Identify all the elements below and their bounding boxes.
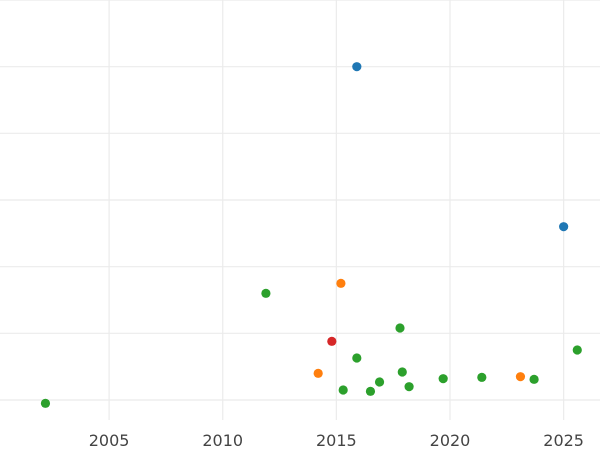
scatter-point xyxy=(529,374,539,384)
scatter-point xyxy=(395,323,405,333)
scatter-point xyxy=(40,398,51,408)
scatter-point xyxy=(327,336,337,346)
x-tick-label: 2020 xyxy=(430,431,471,450)
scatter-point xyxy=(397,367,407,377)
scatter-point xyxy=(477,372,487,382)
scatter-point xyxy=(313,368,323,378)
scatter-point xyxy=(365,386,376,396)
x-tick-label: 2010 xyxy=(202,431,243,450)
scatter-point xyxy=(438,374,448,384)
scatter-point xyxy=(374,377,385,387)
scatter-point xyxy=(404,382,414,392)
scatter-point xyxy=(336,278,346,288)
scatter-point xyxy=(261,288,271,298)
scatter-point xyxy=(352,353,362,363)
scatter-point xyxy=(559,222,569,232)
grid-layer xyxy=(0,0,600,420)
scatter-point xyxy=(572,345,582,355)
scatter-point xyxy=(352,62,362,72)
x-axis-ticks: 2005 2010 2015 2020 2025 xyxy=(89,431,584,450)
points-layer xyxy=(40,62,582,408)
x-tick-label: 2025 xyxy=(543,431,584,450)
scatter-point xyxy=(515,372,526,382)
x-tick-label: 2015 xyxy=(316,431,357,450)
x-tick-label: 2005 xyxy=(89,431,130,450)
scatter-point xyxy=(338,385,348,395)
